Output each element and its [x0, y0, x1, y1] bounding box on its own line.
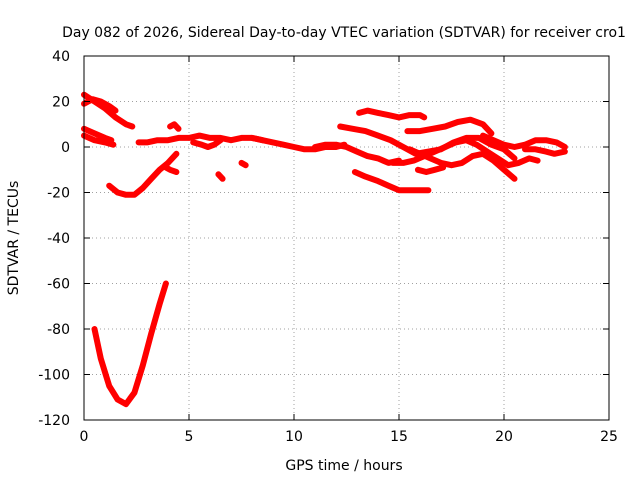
- y-tick-label: -40: [47, 231, 70, 247]
- series-arc17: [356, 107, 428, 121]
- x-tick-label: 0: [80, 429, 89, 445]
- series-arc7: [135, 132, 266, 146]
- series-arc21: [404, 116, 495, 137]
- x-tick-label: 20: [495, 429, 513, 445]
- y-tick-label: -60: [47, 277, 70, 293]
- x-tick-label: 25: [600, 429, 618, 445]
- series-arc8: [190, 137, 224, 150]
- series-arc20: [414, 164, 447, 175]
- series-arc14: [312, 141, 402, 166]
- series-arc11: [215, 171, 226, 182]
- x-tick-label: 5: [185, 429, 194, 445]
- series-arc23: [522, 146, 568, 157]
- series-arc4: [81, 132, 117, 148]
- y-tick-label: -20: [47, 186, 70, 202]
- series-arc6: [91, 280, 169, 408]
- y-tick-label: 20: [52, 95, 70, 111]
- y-tick-label: 0: [61, 140, 70, 156]
- y-axis-label: SDTVAR / TECUs: [6, 181, 22, 296]
- series-arc3: [81, 125, 115, 144]
- series-arc9: [162, 164, 180, 175]
- series-arc16: [351, 169, 432, 194]
- y-tick-label: -80: [47, 322, 70, 338]
- x-axis-label: GPS time / hours: [285, 458, 402, 474]
- series-arc18: [389, 137, 541, 169]
- series-arc19: [406, 146, 518, 182]
- chart-title: Day 082 of 2026, Sidereal Day-to-day VTE…: [62, 25, 626, 41]
- y-tick-label: -100: [38, 368, 70, 384]
- series-arc10: [167, 121, 182, 132]
- series-arc5: [106, 150, 180, 198]
- y-tick-label: 40: [52, 49, 70, 65]
- series-arc12: [238, 159, 249, 169]
- series-arc2: [81, 96, 119, 114]
- series-arc22: [480, 132, 568, 150]
- x-tick-label: 15: [390, 429, 408, 445]
- plot-frame: [83, 55, 610, 421]
- x-tick-label: 10: [285, 429, 303, 445]
- y-tick-label: -120: [38, 413, 70, 429]
